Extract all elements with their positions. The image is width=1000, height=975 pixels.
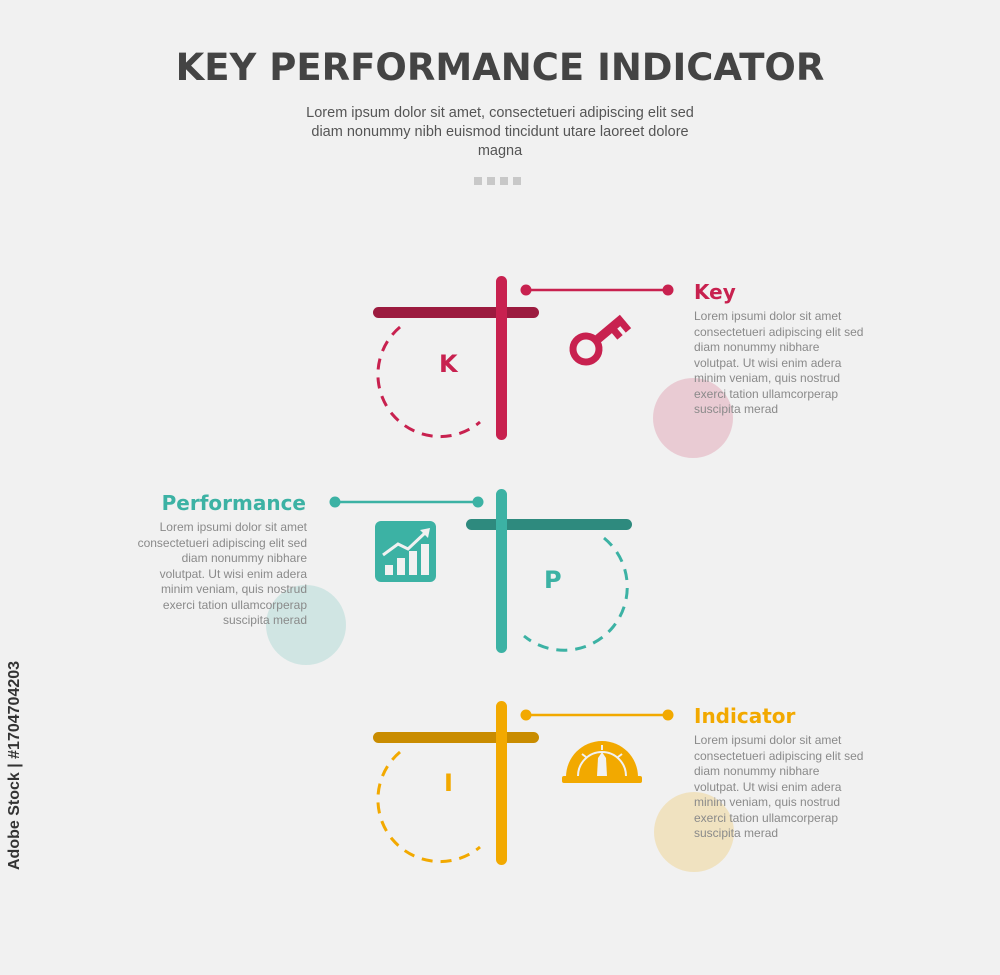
indicator-letter: I — [444, 769, 453, 797]
performance-stem — [496, 489, 507, 653]
indicator-connector-dot-end — [662, 709, 674, 721]
performance-crossbar — [466, 519, 632, 530]
key-icon — [569, 314, 632, 366]
performance-title: Performance — [161, 491, 306, 515]
speedometer-icon — [562, 741, 642, 783]
key-letter: K — [439, 350, 458, 378]
key-description: Lorem ipsumi dolor sit amet consectetuer… — [694, 309, 864, 416]
key-title: Key — [694, 280, 736, 304]
key-dashed-arc — [376, 325, 481, 439]
performance-letter: P — [544, 566, 562, 594]
indicator-stem — [496, 701, 507, 865]
indicator-block — [373, 701, 734, 872]
key-connector-dot-start — [520, 284, 532, 296]
performance-decor-circle — [266, 585, 346, 665]
indicator-crossbar — [373, 732, 539, 743]
divider-dots — [474, 177, 521, 185]
page-subtitle: Lorem ipsum dolor sit amet, consectetuer… — [306, 105, 694, 159]
stock-id-watermark: Adobe Stock | #1704704203 — [6, 660, 23, 870]
indicator-title: Indicator — [694, 704, 796, 728]
key-crossbar — [373, 307, 539, 318]
page-title: KEY PERFORMANCE INDICATOR — [175, 46, 825, 89]
performance-block — [266, 489, 632, 665]
indicator-connector-dot-start — [520, 709, 532, 721]
key-decor-circle — [653, 378, 733, 458]
key-block — [373, 276, 733, 458]
key-stem — [496, 276, 507, 440]
performance-description: Lorem ipsumi dolor sit amet consectetuer… — [137, 520, 307, 627]
performance-dashed-arc — [523, 536, 629, 652]
indicator-description: Lorem ipsumi dolor sit amet consectetuer… — [694, 733, 864, 840]
chart-growth-icon — [375, 521, 436, 582]
performance-connector-dot-start — [329, 496, 341, 508]
performance-connector-dot-end — [472, 496, 484, 508]
key-connector-dot-end — [662, 284, 674, 296]
indicator-decor-circle — [654, 792, 734, 872]
indicator-dashed-arc — [376, 750, 481, 864]
